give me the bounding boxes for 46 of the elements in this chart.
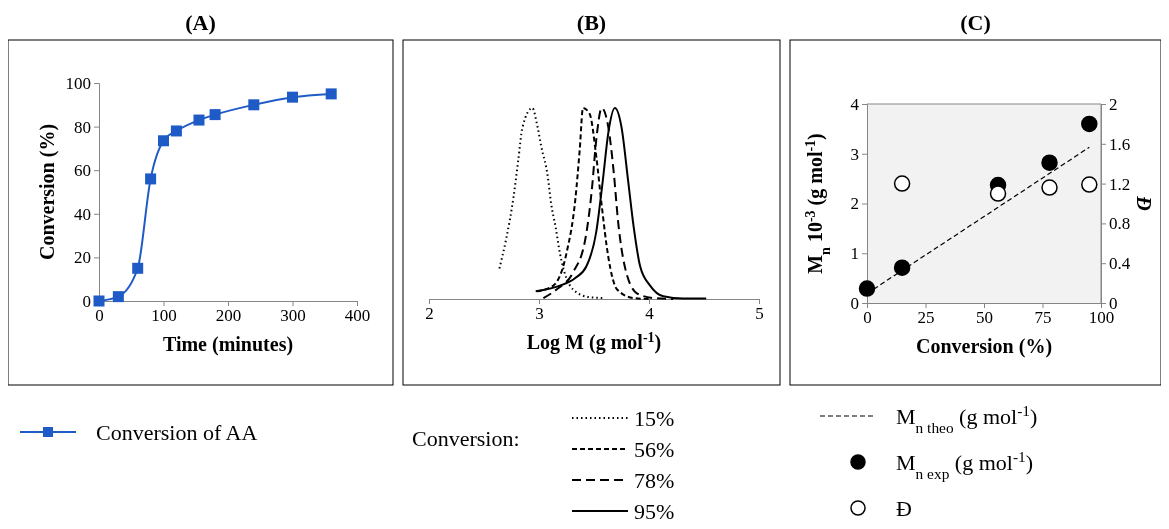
- y-tick-label: 1: [850, 244, 859, 264]
- y2-tick-label: 2: [1109, 94, 1118, 114]
- x-tick-label: 0: [863, 308, 872, 328]
- x-tick-label: 3: [535, 304, 544, 324]
- y-tick-label: 60: [74, 161, 91, 181]
- chart-title: (B): [576, 10, 607, 35]
- legend-label: 56%: [634, 437, 675, 462]
- y2-tick-label: 1.6: [1109, 134, 1131, 154]
- legend-label: Đ: [896, 496, 912, 521]
- legend-label: 95%: [634, 499, 675, 524]
- y-tick-label: 0: [82, 291, 91, 311]
- chart-title: (A): [185, 10, 216, 35]
- y-tick-label: 80: [74, 117, 91, 137]
- chart-title: (C): [960, 10, 991, 35]
- legend-label: 78%: [634, 468, 675, 493]
- x-axis-title: Conversion (%): [915, 335, 1053, 358]
- x-tick-label: 300: [280, 306, 306, 326]
- y-axis-title: Conversion (%): [36, 123, 59, 261]
- y2-tick-label: 0.4: [1109, 254, 1131, 274]
- x-tick-label: 200: [215, 306, 242, 326]
- x-tick-label: 100: [151, 306, 177, 326]
- legend-label: M$_{n theo}$ (g mol$^{-1}$): [896, 401, 1038, 436]
- y-tick-label: 2: [850, 194, 859, 214]
- legend-label: Conversion of AA: [96, 420, 258, 445]
- x-axis-title: Log M (g mol$^{-1}$): [526, 329, 662, 354]
- y2-tick-label: 0.8: [1109, 214, 1131, 234]
- x-tick-label: 5: [755, 304, 764, 324]
- x-tick-label: 4: [645, 304, 655, 324]
- y-tick-label: 4: [850, 94, 860, 114]
- y-tick-label: 40: [74, 204, 91, 224]
- x-tick-label: 400: [344, 306, 371, 326]
- x-tick-label: 2: [425, 304, 434, 324]
- y-tick-label: 20: [74, 248, 91, 268]
- legend-label: 15%: [634, 406, 675, 431]
- x-tick-label: 25: [917, 308, 935, 328]
- y2-tick-label: 1.2: [1109, 174, 1131, 194]
- legend-title: Conversion:: [412, 426, 520, 451]
- x-axis-title: Time (minutes): [162, 333, 294, 356]
- x-tick-label: 100: [1088, 308, 1115, 328]
- y-tick-label: 3: [850, 144, 859, 164]
- y-tick-label: 100: [65, 73, 91, 93]
- x-tick-label: 50: [976, 308, 993, 328]
- legend-label: M$_{n exp}$ (g mol$^{-1}$): [896, 447, 1034, 482]
- y2-axis-title: Đ: [1133, 195, 1155, 211]
- x-tick-label: 75: [1034, 308, 1052, 328]
- x-tick-label: 0: [95, 306, 104, 326]
